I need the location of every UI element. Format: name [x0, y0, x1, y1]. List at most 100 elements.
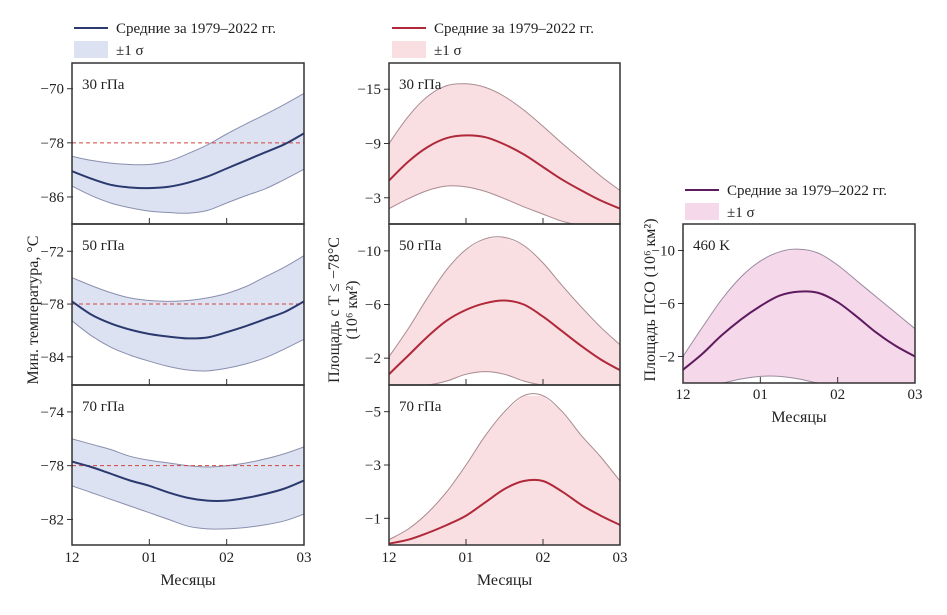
y-tick-label: −3	[365, 191, 381, 207]
mean-line	[389, 134, 620, 210]
x-tick-label: 12	[382, 550, 397, 566]
y-tick-label: −10	[652, 244, 675, 260]
y-tick-label: −82	[41, 512, 64, 528]
x-tick-label: 02	[830, 387, 845, 403]
x-tick-label: 03	[613, 550, 628, 566]
plot-area	[72, 92, 304, 214]
mean-line	[72, 132, 304, 190]
chart-column-right: Средние за 1979–2022 гг. ±1 σ −10 −6 −2 460 K…	[642, 183, 923, 426]
chart-column-middle: Средние за 1979–2022 гг. ±1 σ −15 −9 −3 30 гП…	[326, 21, 628, 589]
sigma-upper-edge	[72, 255, 304, 302]
sigma-upper-edge	[389, 236, 620, 358]
sigma-band	[72, 438, 304, 529]
y-tick-label: −78	[41, 136, 64, 152]
y-tick-label: −9	[365, 137, 381, 153]
x-tick-label: 01	[459, 550, 474, 566]
sigma-band	[72, 93, 304, 214]
panel-label: 50 гПа	[399, 238, 442, 254]
sigma-band	[389, 237, 620, 385]
y-tick-label: −72	[41, 244, 64, 260]
y-tick-label: −70	[41, 82, 64, 98]
y-axis-units: (10⁶ км²)	[344, 281, 361, 340]
legend-band-label: ±1 σ	[434, 43, 462, 59]
sigma-upper-edge	[72, 92, 304, 166]
sigma-upper-edge	[389, 83, 620, 191]
legend-band-label: ±1 σ	[116, 43, 144, 59]
y-axis-title: Площадь ПСО (10⁶ км²)	[642, 218, 659, 381]
y-tick-label: −1	[365, 511, 381, 527]
panel-3: −5 −3 −1 70 гПа	[365, 384, 621, 546]
panel-label: 70 гПа	[399, 399, 442, 415]
panel-1: −15 −9 −3 30 гПа	[358, 62, 621, 225]
panel-2: −72 −78 −84 50 гПа	[41, 223, 305, 386]
panel-label: 50 гПа	[82, 238, 125, 254]
legend-mean-label: Средние за 1979–2022 гг.	[727, 183, 887, 199]
sigma-lower-edge	[72, 168, 304, 214]
sigma-upper-edge	[389, 393, 620, 541]
legend-band-swatch	[392, 41, 426, 58]
panel-label: 30 гПа	[82, 77, 125, 93]
panel-label: 30 гПа	[399, 77, 442, 93]
y-tick-label: −78	[41, 459, 64, 475]
legend-mean-label: Средние за 1979–2022 гг.	[434, 21, 594, 37]
mean-line	[72, 460, 304, 502]
x-axis-title: Месяцы	[771, 409, 827, 426]
plot-area	[389, 236, 620, 385]
x-tick-label: 01	[142, 550, 157, 566]
x-tick-label: 12	[676, 387, 691, 403]
x-axis-title: Месяцы	[477, 572, 533, 589]
x-axis-title: Месяцы	[160, 572, 216, 589]
y-tick-label: −2	[365, 351, 381, 367]
panel-1: −70 −78 −86 30 гПа	[41, 62, 305, 225]
panel-frame	[71, 384, 305, 546]
y-axis-title: Площадь с T ≤ −78°C	[326, 237, 343, 383]
mean-line	[683, 290, 915, 371]
plot-area	[389, 83, 620, 224]
x-tick-label: 12	[65, 550, 80, 566]
sigma-upper-edge	[683, 248, 915, 357]
chart-column-left: Средние за 1979–2022 гг. ±1 σ −70 −78 −86 30 …	[25, 21, 312, 589]
x-tick-label: 02	[219, 550, 234, 566]
x-tick-label: 02	[536, 550, 551, 566]
y-tick-label: −78	[41, 297, 64, 313]
y-tick-label: −2	[659, 350, 675, 366]
mean-line	[389, 478, 620, 545]
panel-1: −10 −6 −2 460 K	[652, 223, 916, 384]
sigma-lower-edge	[389, 185, 578, 224]
y-tick-label: −6	[659, 297, 675, 313]
y-tick-label: −6	[365, 298, 381, 314]
legend-band-label: ±1 σ	[727, 205, 755, 221]
legend: Средние за 1979–2022 гг. ±1 σ	[392, 21, 594, 59]
sigma-lower-edge	[72, 485, 304, 530]
legend: Средние за 1979–2022 гг. ±1 σ	[74, 21, 276, 59]
x-tick-label: 03	[908, 387, 923, 403]
y-tick-label: −15	[358, 82, 381, 98]
legend-mean-label: Средние за 1979–2022 гг.	[116, 21, 276, 37]
plot-area	[389, 393, 620, 545]
sigma-lower-edge	[389, 371, 620, 385]
x-tick-label: 03	[297, 550, 312, 566]
legend-band-swatch	[685, 203, 719, 220]
sigma-band	[683, 249, 915, 383]
legend-band-swatch	[74, 41, 108, 58]
sigma-lower-edge	[72, 320, 304, 372]
mean-line	[72, 300, 304, 340]
panel-label: 460 K	[693, 238, 730, 254]
sigma-band	[389, 83, 620, 224]
panel-2: −10 −6 −2 50 гПа	[358, 223, 621, 386]
legend: Средние за 1979–2022 гг. ±1 σ	[685, 183, 887, 221]
y-tick-label: −5	[365, 405, 381, 421]
panel-label: 70 гПа	[82, 399, 125, 415]
panel-3: −74 −78 −82 70 гПа	[41, 384, 305, 546]
y-tick-label: −84	[41, 350, 65, 366]
sigma-band	[72, 255, 304, 371]
plot-area	[72, 438, 304, 530]
sigma-lower-edge	[683, 375, 915, 383]
plot-area	[683, 248, 915, 383]
y-tick-label: −86	[41, 190, 65, 206]
x-tick-label: 01	[753, 387, 768, 403]
sigma-band	[389, 395, 620, 545]
y-tick-label: −3	[365, 458, 381, 474]
mean-line	[389, 299, 620, 376]
